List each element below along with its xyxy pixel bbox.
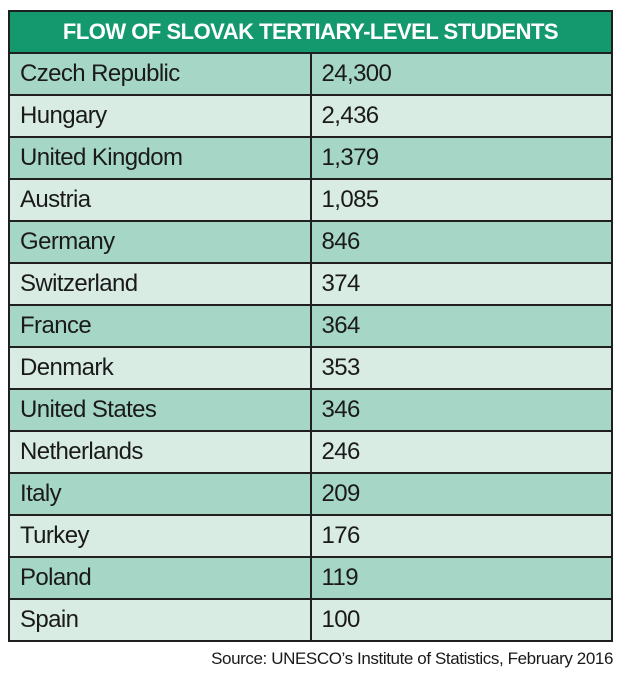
table-row: Poland 119	[10, 557, 611, 600]
country-cell: Austria	[10, 179, 312, 222]
table-row: Denmark 353	[10, 347, 611, 390]
table-row: Turkey 176	[10, 515, 611, 558]
value-cell: 100	[310, 599, 611, 640]
source-note: Source: UNESCO’s Institute of Statistics…	[211, 649, 613, 668]
data-table-container: FLOW OF SLOVAK TERTIARY-LEVEL STUDENTS C…	[8, 10, 613, 642]
table-body: Czech Republic 24,300 Hungary 2,436 United K…	[10, 53, 611, 640]
table-row: Czech Republic 24,300	[10, 53, 611, 96]
table-row: Spain 100	[10, 599, 611, 640]
value-cell: 374	[310, 263, 611, 306]
table-row: Austria 1,085	[10, 179, 611, 222]
table-row: Hungary 2,436	[10, 95, 611, 138]
country-cell: Netherlands	[10, 431, 312, 474]
table-row: United States 346	[10, 389, 611, 432]
country-cell: United States	[10, 389, 312, 432]
country-cell: Hungary	[10, 95, 312, 138]
table-row: France 364	[10, 305, 611, 348]
value-cell: 24,300	[310, 53, 611, 96]
value-cell: 2,436	[310, 95, 611, 138]
data-table: FLOW OF SLOVAK TERTIARY-LEVEL STUDENTS C…	[10, 12, 611, 640]
country-cell: Poland	[10, 557, 312, 600]
country-cell: Turkey	[10, 515, 312, 558]
value-cell: 1,085	[310, 179, 611, 222]
value-cell: 209	[310, 473, 611, 516]
value-cell: 1,379	[310, 137, 611, 180]
value-cell: 353	[310, 347, 611, 390]
country-cell: Italy	[10, 473, 312, 516]
value-cell: 364	[310, 305, 611, 348]
country-cell: Czech Republic	[10, 53, 312, 96]
table-row: Germany 846	[10, 221, 611, 264]
table-row: Netherlands 246	[10, 431, 611, 474]
table-row: Switzerland 374	[10, 263, 611, 306]
value-cell: 246	[310, 431, 611, 474]
country-cell: Switzerland	[10, 263, 312, 306]
table-header-row: FLOW OF SLOVAK TERTIARY-LEVEL STUDENTS	[10, 12, 611, 54]
table-row: Italy 209	[10, 473, 611, 516]
table-title: FLOW OF SLOVAK TERTIARY-LEVEL STUDENTS	[10, 12, 611, 54]
value-cell: 176	[310, 515, 611, 558]
country-cell: Denmark	[10, 347, 312, 390]
country-cell: Germany	[10, 221, 312, 264]
value-cell: 846	[310, 221, 611, 264]
country-cell: United Kingdom	[10, 137, 312, 180]
table-row: United Kingdom 1,379	[10, 137, 611, 180]
value-cell: 346	[310, 389, 611, 432]
value-cell: 119	[310, 557, 611, 600]
country-cell: France	[10, 305, 312, 348]
country-cell: Spain	[10, 599, 312, 640]
